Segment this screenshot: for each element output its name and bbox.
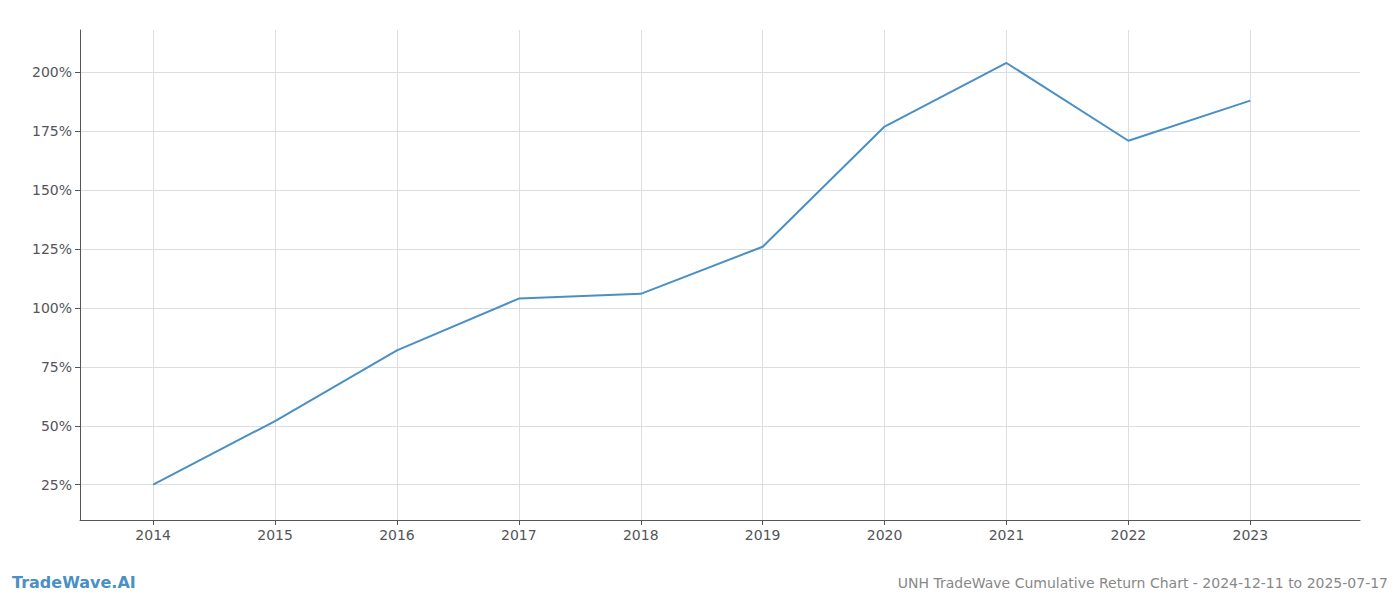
- svg-text:150%: 150%: [32, 182, 72, 198]
- svg-text:175%: 175%: [32, 123, 72, 139]
- svg-text:2015: 2015: [257, 527, 293, 543]
- svg-text:125%: 125%: [32, 241, 72, 257]
- svg-text:UNH TradeWave Cumulative Retur: UNH TradeWave Cumulative Return Chart - …: [898, 575, 1388, 591]
- svg-text:2023: 2023: [1232, 527, 1268, 543]
- svg-text:2020: 2020: [867, 527, 903, 543]
- svg-text:2016: 2016: [379, 527, 415, 543]
- svg-text:25%: 25%: [41, 477, 72, 493]
- svg-text:2022: 2022: [1111, 527, 1147, 543]
- svg-text:2018: 2018: [623, 527, 659, 543]
- svg-text:75%: 75%: [41, 359, 72, 375]
- svg-text:2017: 2017: [501, 527, 537, 543]
- svg-text:50%: 50%: [41, 418, 72, 434]
- svg-text:2019: 2019: [745, 527, 781, 543]
- svg-text:200%: 200%: [32, 64, 72, 80]
- svg-text:2021: 2021: [989, 527, 1025, 543]
- svg-text:TradeWave.AI: TradeWave.AI: [12, 573, 136, 592]
- svg-text:100%: 100%: [32, 300, 72, 316]
- svg-text:2014: 2014: [135, 527, 171, 543]
